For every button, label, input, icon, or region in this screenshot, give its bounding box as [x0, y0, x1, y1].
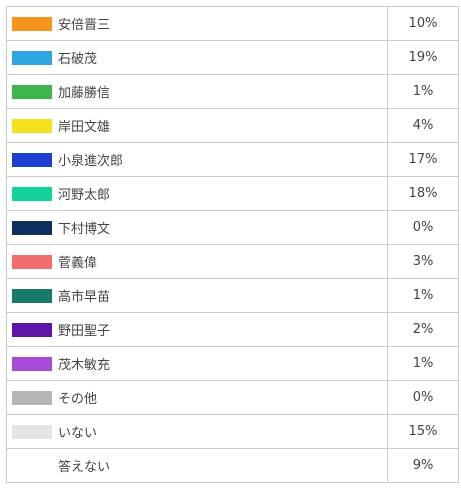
- color-swatch: [12, 16, 52, 31]
- option-label: 小泉進次郎: [58, 154, 124, 169]
- option-cell: 下村博文: [6, 210, 388, 245]
- option-cell: 小泉進次郎: [6, 142, 388, 177]
- table-row: 岸田文雄 4%: [6, 108, 459, 143]
- results-table: 安倍晋三 10% 石破茂 19% 加藤勝信 1% 岸田文雄 4% 小泉進次郎 17% 河野太郎 18%…: [6, 6, 459, 483]
- option-label: 河野太郎: [58, 188, 111, 203]
- percentage-value: 1%: [387, 278, 459, 313]
- results-table-container: 安倍晋三 10% 石破茂 19% 加藤勝信 1% 岸田文雄 4% 小泉進次郎 17% 河野太郎 18%…: [6, 6, 459, 483]
- option-label: 下村博文: [58, 222, 111, 237]
- percentage-value: 4%: [387, 108, 459, 143]
- table-row: いない 15%: [6, 414, 459, 449]
- option-cell: 加藤勝信: [6, 74, 388, 109]
- percentage-value: 3%: [387, 244, 459, 279]
- table-row: 答えない 9%: [6, 448, 459, 483]
- percentage-value: 2%: [387, 312, 459, 347]
- percentage-value: 0%: [387, 210, 459, 245]
- color-swatch: [12, 186, 52, 201]
- option-label: 加藤勝信: [58, 86, 111, 101]
- table-row: その他 0%: [6, 380, 459, 415]
- option-cell: 安倍晋三: [6, 6, 388, 41]
- option-cell: その他: [6, 380, 388, 415]
- percentage-value: 19%: [387, 40, 459, 75]
- option-cell: 茂木敏充: [6, 346, 388, 381]
- percentage-value: 10%: [387, 6, 459, 41]
- table-row: 菅義偉 3%: [6, 244, 459, 279]
- option-cell: 岸田文雄: [6, 108, 388, 143]
- option-cell: 野田聖子: [6, 312, 388, 347]
- option-label: 石破茂: [58, 52, 98, 67]
- option-label: 高市早苗: [58, 290, 111, 305]
- option-cell: 答えない: [6, 448, 388, 483]
- color-swatch: [12, 424, 52, 439]
- color-swatch: [12, 356, 52, 371]
- color-swatch: [12, 254, 52, 269]
- table-row: 野田聖子 2%: [6, 312, 459, 347]
- option-cell: 高市早苗: [6, 278, 388, 313]
- table-row: 石破茂 19%: [6, 40, 459, 75]
- percentage-value: 9%: [387, 448, 459, 483]
- option-label: 岸田文雄: [58, 120, 111, 135]
- option-label: 菅義偉: [58, 256, 98, 271]
- option-cell: 河野太郎: [6, 176, 388, 211]
- option-label: いない: [58, 426, 98, 441]
- color-swatch: [12, 84, 52, 99]
- table-row: 茂木敏充 1%: [6, 346, 459, 381]
- option-label: 安倍晋三: [58, 18, 111, 33]
- color-swatch: [12, 118, 52, 133]
- color-swatch: [12, 322, 52, 337]
- table-row: 加藤勝信 1%: [6, 74, 459, 109]
- color-swatch: [12, 152, 52, 167]
- option-label: 野田聖子: [58, 324, 111, 339]
- table-row: 安倍晋三 10%: [6, 6, 459, 41]
- table-row: 下村博文 0%: [6, 210, 459, 245]
- percentage-value: 1%: [387, 74, 459, 109]
- table-row: 河野太郎 18%: [6, 176, 459, 211]
- percentage-value: 18%: [387, 176, 459, 211]
- percentage-value: 1%: [387, 346, 459, 381]
- table-row: 小泉進次郎 17%: [6, 142, 459, 177]
- option-cell: 菅義偉: [6, 244, 388, 279]
- color-swatch: [12, 50, 52, 65]
- option-cell: いない: [6, 414, 388, 449]
- percentage-value: 0%: [387, 380, 459, 415]
- color-swatch: [12, 288, 52, 303]
- option-label: 茂木敏充: [58, 358, 111, 373]
- percentage-value: 15%: [387, 414, 459, 449]
- percentage-value: 17%: [387, 142, 459, 177]
- color-swatch: [12, 458, 52, 473]
- color-swatch: [12, 390, 52, 405]
- option-label: その他: [58, 392, 98, 407]
- color-swatch: [12, 220, 52, 235]
- option-cell: 石破茂: [6, 40, 388, 75]
- option-label: 答えない: [58, 460, 111, 475]
- table-row: 高市早苗 1%: [6, 278, 459, 313]
